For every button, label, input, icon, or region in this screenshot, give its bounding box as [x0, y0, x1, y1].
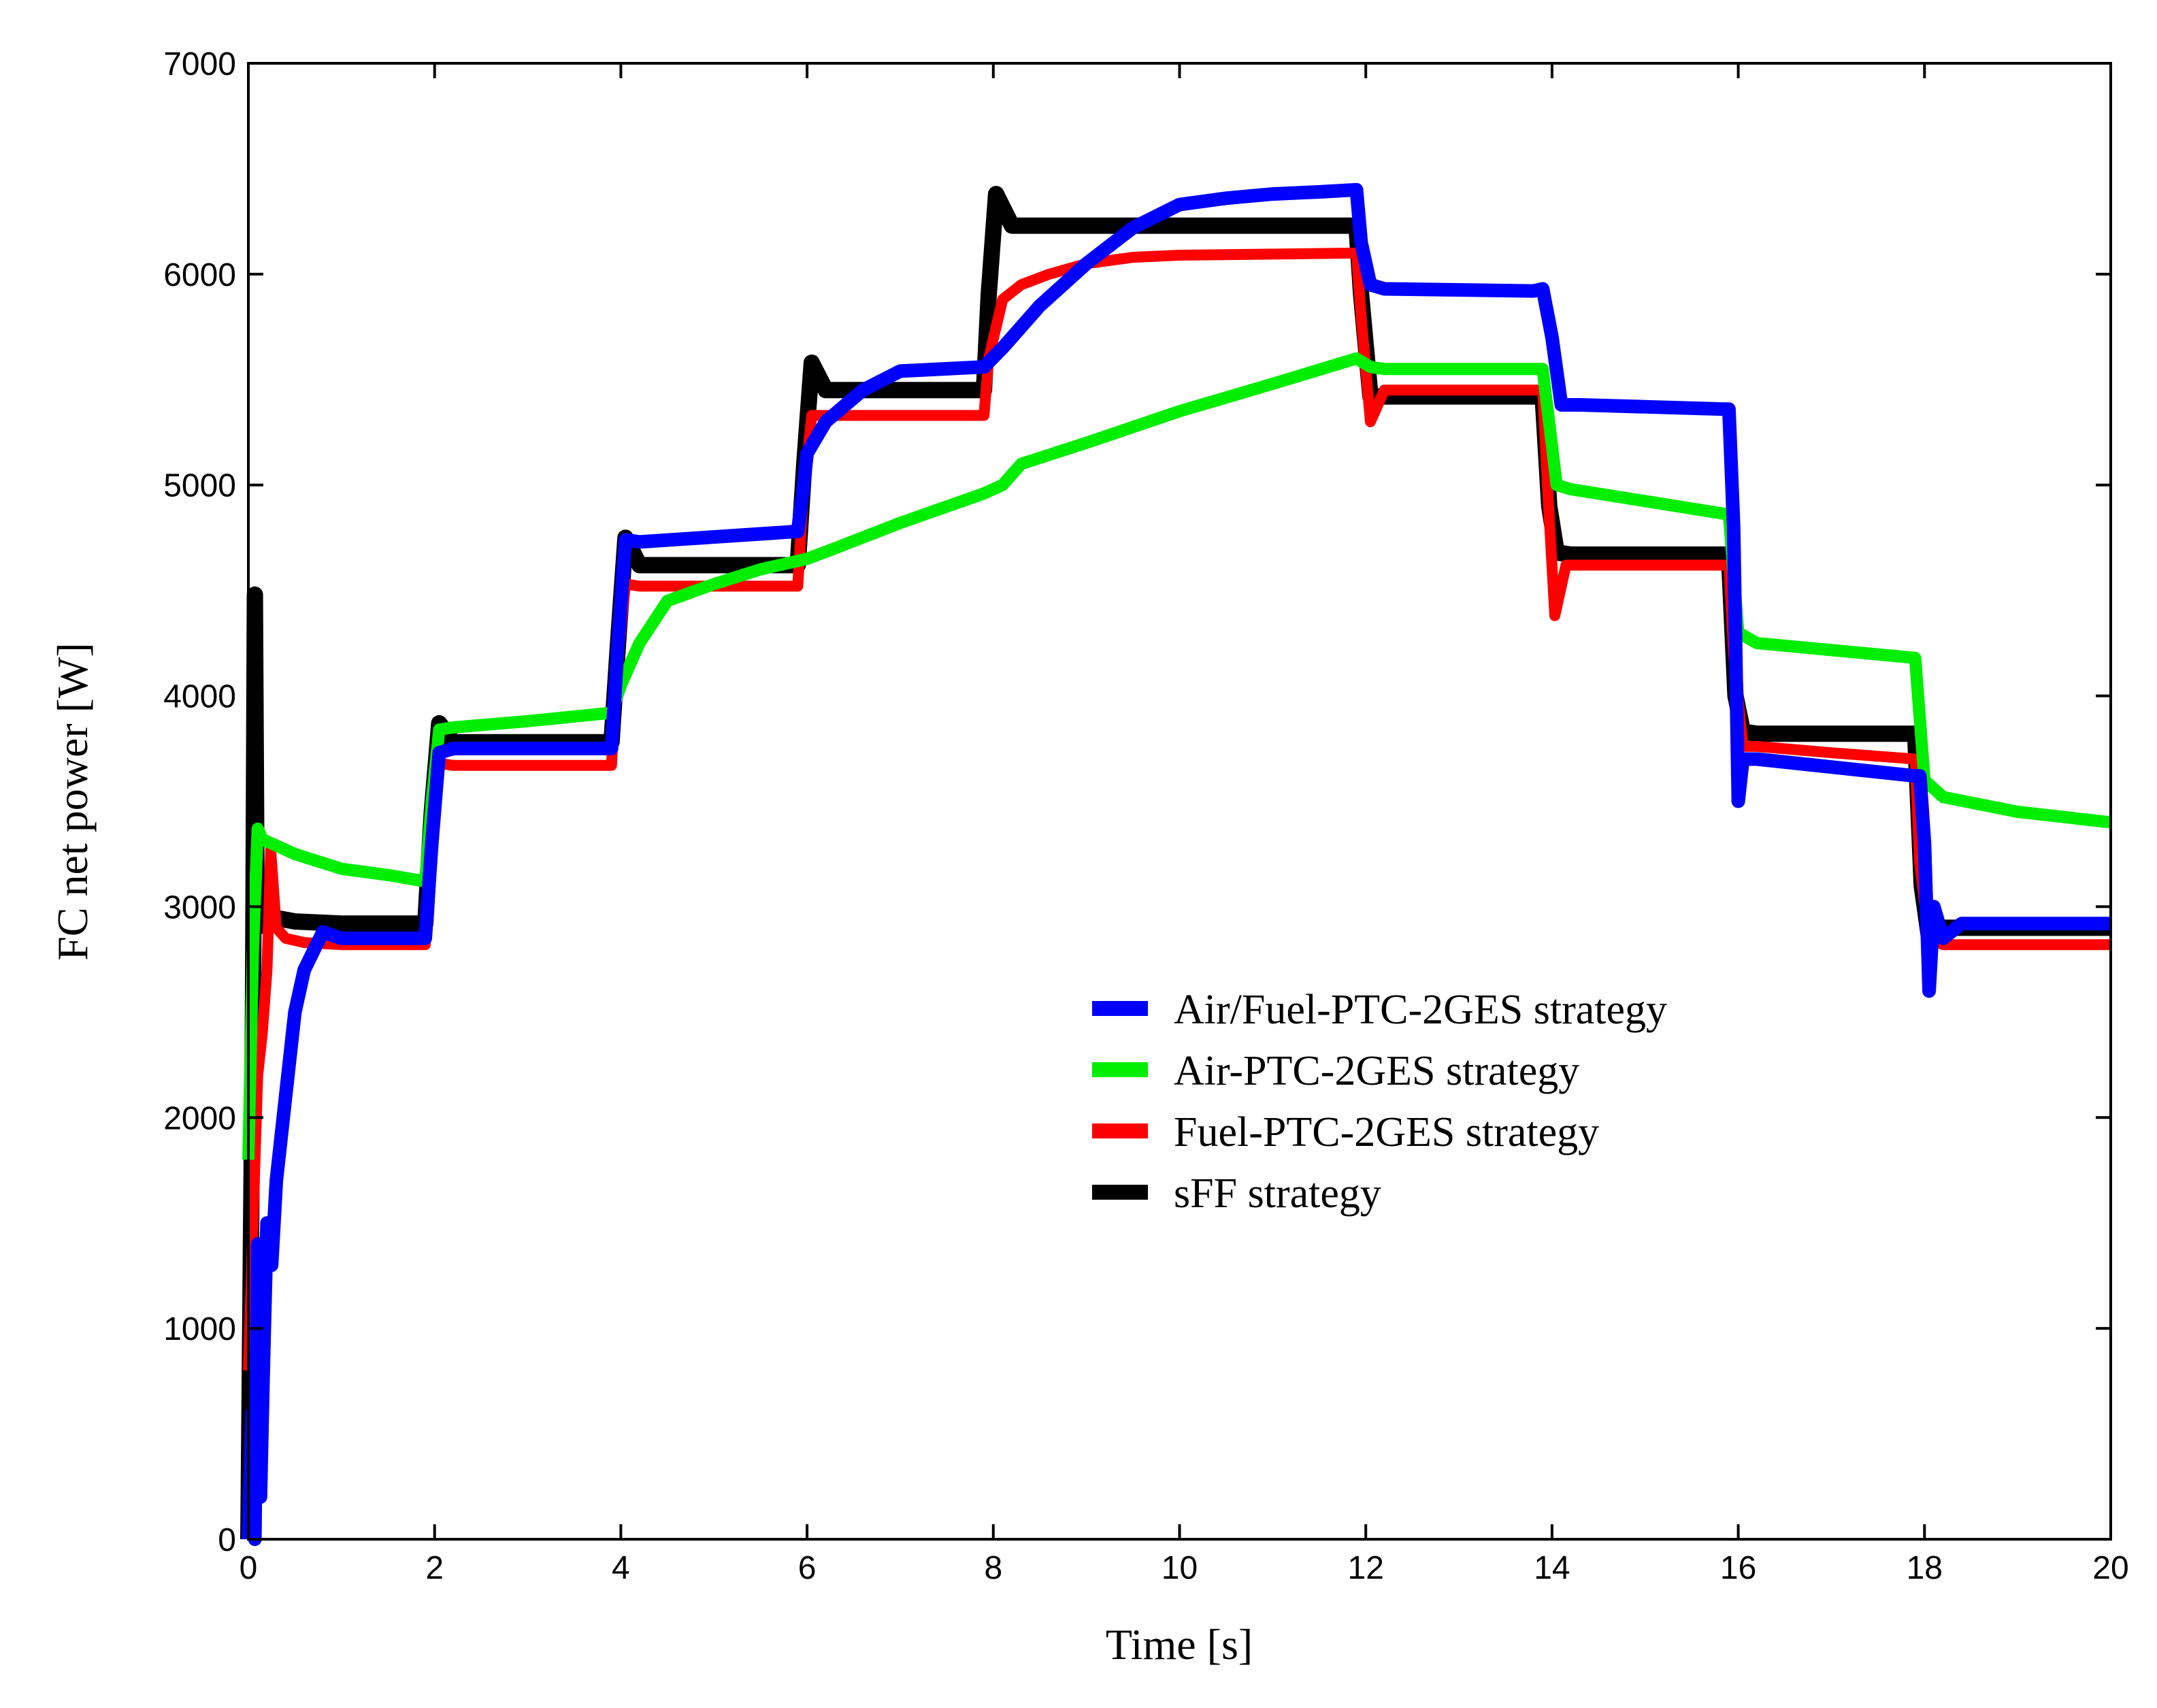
legend-label-3: sFF strategy — [1174, 1170, 1381, 1217]
tick-layer: 0 2 4 6 8 10 12 14 16 18 20 0 1000 2000 3000 4000 5000 60… — [163, 46, 2128, 1586]
y-tick-label: 6000 — [163, 257, 236, 293]
y-axis-title: FC net power [W] — [48, 642, 97, 960]
x-tick-label: 14 — [1534, 1550, 1570, 1586]
x-axis-title: Time [s] — [1106, 1620, 1253, 1669]
x-tick-label: 18 — [1907, 1550, 1943, 1586]
x-tick-label: 10 — [1162, 1550, 1198, 1586]
x-tick-label: 4 — [612, 1550, 630, 1586]
y-tick-label: 7000 — [163, 46, 236, 82]
y-tick-label: 1000 — [163, 1311, 236, 1347]
y-tick-label: 4000 — [163, 679, 236, 715]
legend-label-1: Air-PTC-2GES strategy — [1174, 1048, 1579, 1094]
y-tick-label: 2000 — [163, 1100, 236, 1136]
x-tick-label: 16 — [1720, 1550, 1756, 1586]
y-tick-label: 3000 — [163, 889, 236, 925]
x-tick-label: 8 — [984, 1550, 1002, 1586]
x-tick-label: 20 — [2092, 1550, 2128, 1586]
legend-label-0: Air/Fuel-PTC-2GES strategy — [1174, 987, 1667, 1033]
x-tick-label: 12 — [1348, 1550, 1384, 1586]
legend-label-2: Fuel-PTC-2GES strategy — [1174, 1109, 1599, 1155]
legend: Air/Fuel-PTC-2GES strategy Air-PTC-2GES s… — [1092, 987, 1667, 1217]
series-layer — [240, 182, 2112, 1546]
series-line-3 — [242, 182, 2111, 1546]
x-tick-label: 0 — [240, 1550, 258, 1586]
y-tick-label: 5000 — [163, 468, 236, 504]
x-tick-label: 6 — [798, 1550, 817, 1586]
x-tick-label: 2 — [425, 1550, 444, 1586]
y-tick-label: 0 — [218, 1522, 236, 1558]
